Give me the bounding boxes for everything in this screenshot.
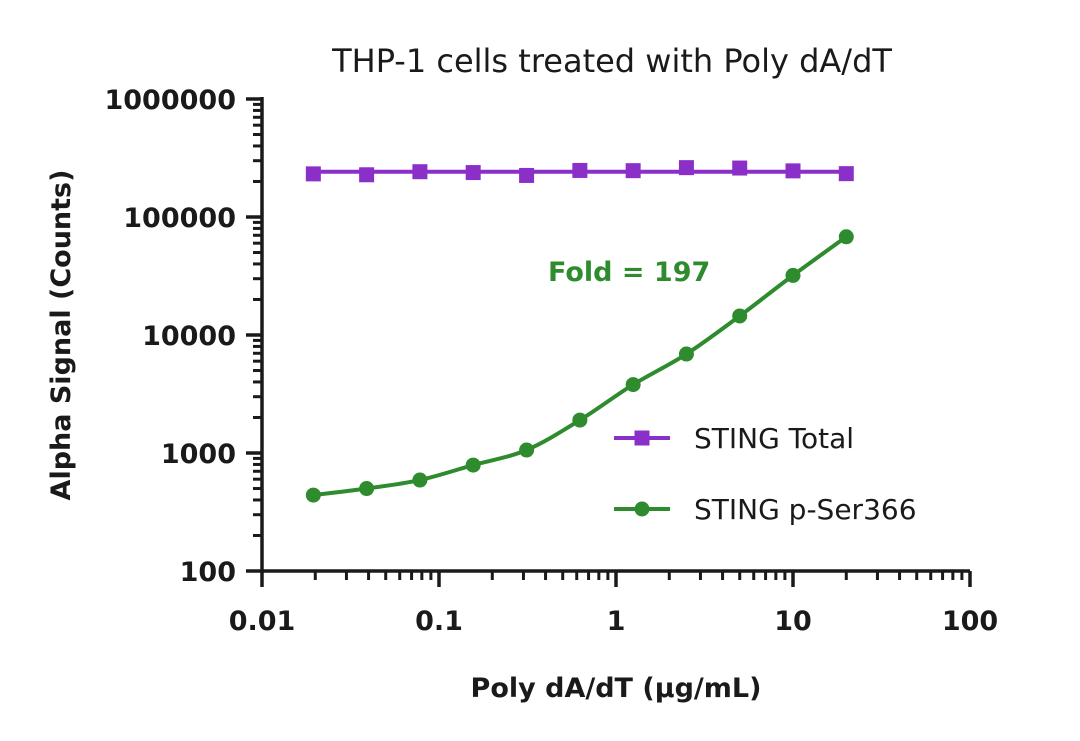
data-point: [412, 472, 428, 488]
legend-marker: [634, 430, 650, 446]
data-point: [625, 377, 641, 393]
fold-annotation: Fold = 197: [548, 257, 710, 288]
series-layer: [305, 160, 854, 503]
data-point: [785, 163, 801, 179]
data-point: [465, 165, 481, 181]
x-tick-label: 0.01: [229, 606, 296, 637]
legend-label: STING p-Ser366: [694, 493, 917, 526]
data-point: [732, 160, 748, 176]
legend-label: STING Total: [694, 422, 854, 455]
data-point: [305, 487, 321, 503]
legend: STING Total STING p-Ser366: [614, 422, 917, 526]
x-axis-title: Poly dA/dT (µg/mL): [471, 673, 762, 704]
series-2: [305, 229, 854, 503]
x-tick-label: 10: [774, 606, 812, 637]
data-point: [572, 412, 588, 428]
data-point: [359, 481, 375, 497]
legend-entry: STING Total: [614, 422, 854, 455]
y-tick-label: 10000: [142, 321, 236, 352]
data-point: [625, 163, 641, 179]
data-point: [678, 346, 694, 362]
y-tick-label: 1000: [161, 439, 236, 470]
data-point: [678, 160, 694, 176]
x-tick-label: 1: [607, 606, 626, 637]
x-tick-label: 0.1: [415, 606, 463, 637]
data-point: [519, 167, 535, 183]
data-point: [359, 167, 375, 183]
y-tick-label: 100000: [123, 203, 236, 234]
legend-marker: [634, 501, 650, 517]
data-point: [305, 166, 321, 182]
data-point: [785, 267, 801, 283]
y-axis-title: Alpha Signal (Counts): [46, 170, 77, 501]
y-tick-label: 1000000: [104, 85, 236, 116]
y-tick-label: 100: [180, 557, 236, 588]
x-tick-label: 100: [942, 606, 998, 637]
data-point: [519, 442, 535, 458]
axes: 0.01 0.1 1 10 100 100 1000 10000 100000 1000000: [104, 85, 998, 637]
data-point: [412, 164, 428, 180]
data-point: [838, 229, 854, 245]
series-1: [305, 160, 854, 183]
data-point: [732, 308, 748, 324]
data-point: [838, 166, 854, 182]
data-point: [465, 457, 481, 473]
legend-entry: STING p-Ser366: [614, 493, 917, 526]
chart-title: THP-1 cells treated with Poly dA/dT: [331, 42, 892, 80]
data-point: [572, 162, 588, 178]
